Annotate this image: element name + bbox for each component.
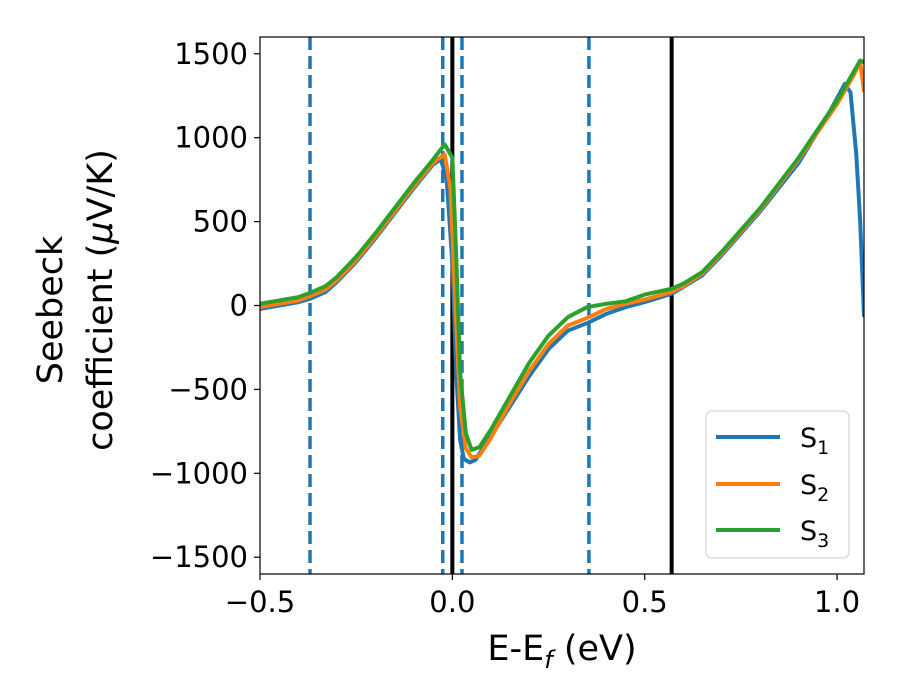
x-tick-label: 0.0 — [429, 585, 475, 619]
x-tick-label: −0.5 — [225, 585, 295, 619]
x-axis-title: E-Ef (eV) — [487, 629, 636, 674]
x-tick-label: 1.0 — [814, 585, 860, 619]
y-tick-label: −1500 — [150, 540, 248, 574]
series-line-s1 — [260, 82, 864, 465]
y-axis-title-line2: coefficient (μV/K) — [81, 149, 121, 451]
series-lines — [260, 58, 864, 465]
y-tick-label: 1500 — [174, 37, 248, 71]
series-line-s3 — [260, 58, 864, 452]
x-tick-label: 0.5 — [622, 585, 668, 619]
legend-label-s2: S2 — [800, 470, 829, 506]
y-tick-label: −500 — [168, 372, 248, 406]
legend-label-s1: S1 — [800, 423, 829, 459]
y-tick-label: −1000 — [150, 456, 248, 490]
x-axis: −0.5 0.0 0.5 1.0 — [225, 574, 860, 619]
y-axis-title-line1: Seebeck — [31, 235, 71, 384]
legend-label-s3: S3 — [800, 516, 829, 552]
y-tick-label: 500 — [193, 205, 248, 239]
y-tick-label: 0 — [230, 289, 248, 323]
legend: S1 S2 S3 — [705, 410, 850, 559]
y-axis: −1500 −1000 −500 0 500 1000 1500 — [150, 37, 260, 574]
y-tick-label: 1000 — [174, 121, 248, 155]
